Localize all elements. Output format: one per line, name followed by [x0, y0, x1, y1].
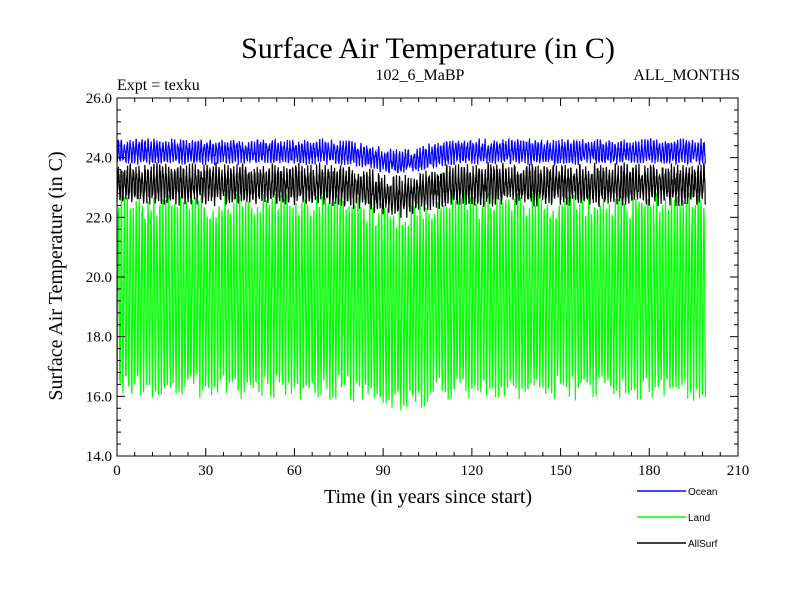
chart-subtitle-center: 102_6_MaBP	[376, 67, 465, 84]
x-tick-label: 0	[113, 463, 121, 479]
x-tick-label: 120	[461, 463, 484, 479]
series-line-land	[116, 192, 707, 411]
series-line-allsurf	[116, 162, 707, 218]
y-tick-label: 16.0	[86, 389, 112, 405]
x-tick-label: 60	[287, 463, 302, 479]
x-tick-label: 210	[727, 463, 750, 479]
y-tick-label: 20.0	[86, 270, 112, 286]
y-tick-label: 18.0	[86, 330, 112, 346]
chart-subtitle-right: ALL_MONTHS	[633, 67, 740, 84]
chart-subtitle-left: Expt = texku	[117, 77, 200, 94]
legend-label-land: Land	[688, 513, 710, 524]
y-tick-label: 22.0	[86, 210, 112, 226]
x-tick-label: 30	[198, 463, 213, 479]
legend: Ocean Land AllSurf	[637, 487, 718, 550]
x-tick-label: 180	[638, 463, 661, 479]
series-line-ocean	[116, 137, 707, 174]
y-tick-label: 26.0	[86, 91, 112, 107]
y-axis-label: Surface Air Temperature (in C)	[45, 151, 67, 400]
y-tick-label: 24.0	[86, 151, 112, 167]
legend-label-allsurf: AllSurf	[688, 539, 718, 550]
legend-label-ocean: Ocean	[688, 487, 717, 498]
x-axis-label: Time (in years since start)	[324, 486, 532, 508]
y-tick-label: 14.0	[86, 449, 112, 465]
chart-title: Surface Air Temperature (in C)	[241, 32, 615, 65]
series-layer	[116, 137, 707, 411]
x-tick-label: 90	[376, 463, 391, 479]
x-tick-label: 150	[549, 463, 572, 479]
axis-layer: 0 30 60 90 120 150 180 210 14.0 16.0 18.0 20.0 22.0 2…	[86, 91, 750, 479]
